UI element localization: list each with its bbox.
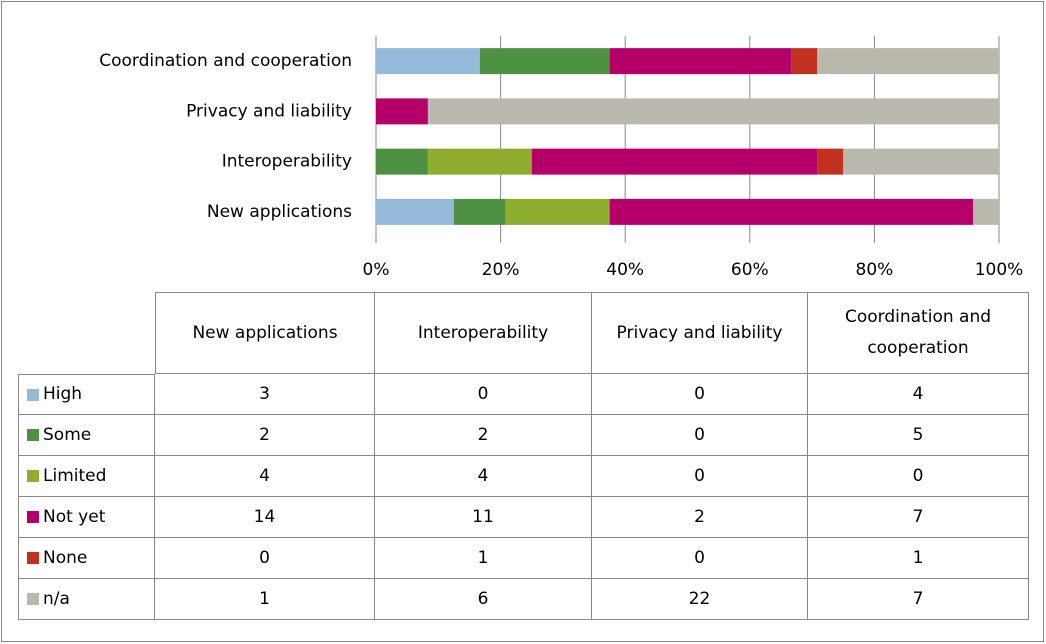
- x-tick-label: 80%: [856, 260, 894, 280]
- legend-key: [27, 593, 39, 605]
- table-cell: 4: [808, 374, 1029, 415]
- table-cell: 0: [808, 456, 1029, 497]
- category-label: Interoperability: [222, 152, 352, 172]
- bar-segment: [376, 198, 454, 225]
- bar-segment: [376, 48, 480, 75]
- table-cell: 4: [375, 456, 592, 497]
- table-cell: 14: [155, 497, 375, 538]
- legend-entry: n/a: [18, 579, 155, 620]
- bar-segment: [609, 198, 974, 225]
- table-cell: 3: [155, 374, 375, 415]
- table-cell: 1: [375, 538, 592, 579]
- bar-segment: [817, 148, 844, 175]
- table-header: Interoperability: [375, 292, 592, 374]
- table-cell: 7: [808, 497, 1029, 538]
- legend-label: None: [43, 547, 88, 568]
- category-label: New applications: [207, 202, 352, 222]
- table-cell: 0: [592, 456, 808, 497]
- bar-segment: [609, 48, 792, 75]
- category-label: Privacy and liability: [186, 101, 352, 121]
- legend-entry: Not yet: [18, 497, 155, 538]
- x-tick-label: 60%: [731, 260, 769, 280]
- bar-segment: [479, 48, 610, 75]
- legend-entry: High: [18, 374, 155, 415]
- category-label: Coordination and cooperation: [99, 51, 352, 71]
- legend-key: [27, 511, 39, 523]
- table-cell: 0: [592, 538, 808, 579]
- bar-segment: [376, 148, 428, 175]
- bar-segment: [791, 48, 818, 75]
- table-cell: 0: [155, 538, 375, 579]
- legend-key: [27, 552, 39, 564]
- table-header: Coordination and cooperation: [808, 292, 1029, 374]
- legend-label: n/a: [43, 588, 70, 609]
- bar-segment: [376, 98, 428, 125]
- table-cell: 0: [375, 374, 592, 415]
- bar-segment: [817, 48, 999, 75]
- table-cell: 0: [592, 374, 808, 415]
- table-cell: 0: [592, 415, 808, 456]
- bar-segment: [427, 98, 1000, 125]
- table-cell: 5: [808, 415, 1029, 456]
- x-tick-label: 20%: [482, 260, 520, 280]
- table-header: Privacy and liability: [592, 292, 808, 374]
- bar-segment: [973, 198, 999, 225]
- legend-key: [27, 388, 39, 401]
- x-tick-label: 100%: [975, 260, 1024, 280]
- bar-segment: [843, 148, 999, 175]
- legend-label: Not yet: [43, 506, 106, 527]
- legend-label: High: [43, 384, 83, 404]
- legend-label: Some: [43, 424, 92, 445]
- table-cell: 2: [592, 497, 808, 538]
- legend-key: [27, 470, 39, 482]
- table-cell: 1: [808, 538, 1029, 579]
- table-cell: 7: [808, 579, 1029, 620]
- table-cell: 22: [592, 579, 808, 620]
- legend-entry: None: [18, 538, 155, 579]
- legend-entry: Some: [18, 415, 155, 456]
- table-cell: 11: [375, 497, 592, 538]
- bar-segment: [531, 148, 818, 175]
- bar-segment: [453, 198, 506, 225]
- bar-segment: [427, 148, 532, 175]
- x-tick-label: 40%: [606, 260, 644, 280]
- legend-key: [27, 429, 39, 441]
- table-cell: 2: [375, 415, 592, 456]
- table-cell: 2: [155, 415, 375, 456]
- x-tick-label: 0%: [363, 260, 390, 280]
- legend-entry: Limited: [18, 456, 155, 497]
- table-cell: 6: [375, 579, 592, 620]
- bar-segment: [505, 198, 610, 225]
- legend-label: Limited: [43, 465, 107, 486]
- table-cell: 4: [155, 456, 375, 497]
- table-cell: 1: [155, 579, 375, 620]
- table-header: New applications: [155, 292, 375, 374]
